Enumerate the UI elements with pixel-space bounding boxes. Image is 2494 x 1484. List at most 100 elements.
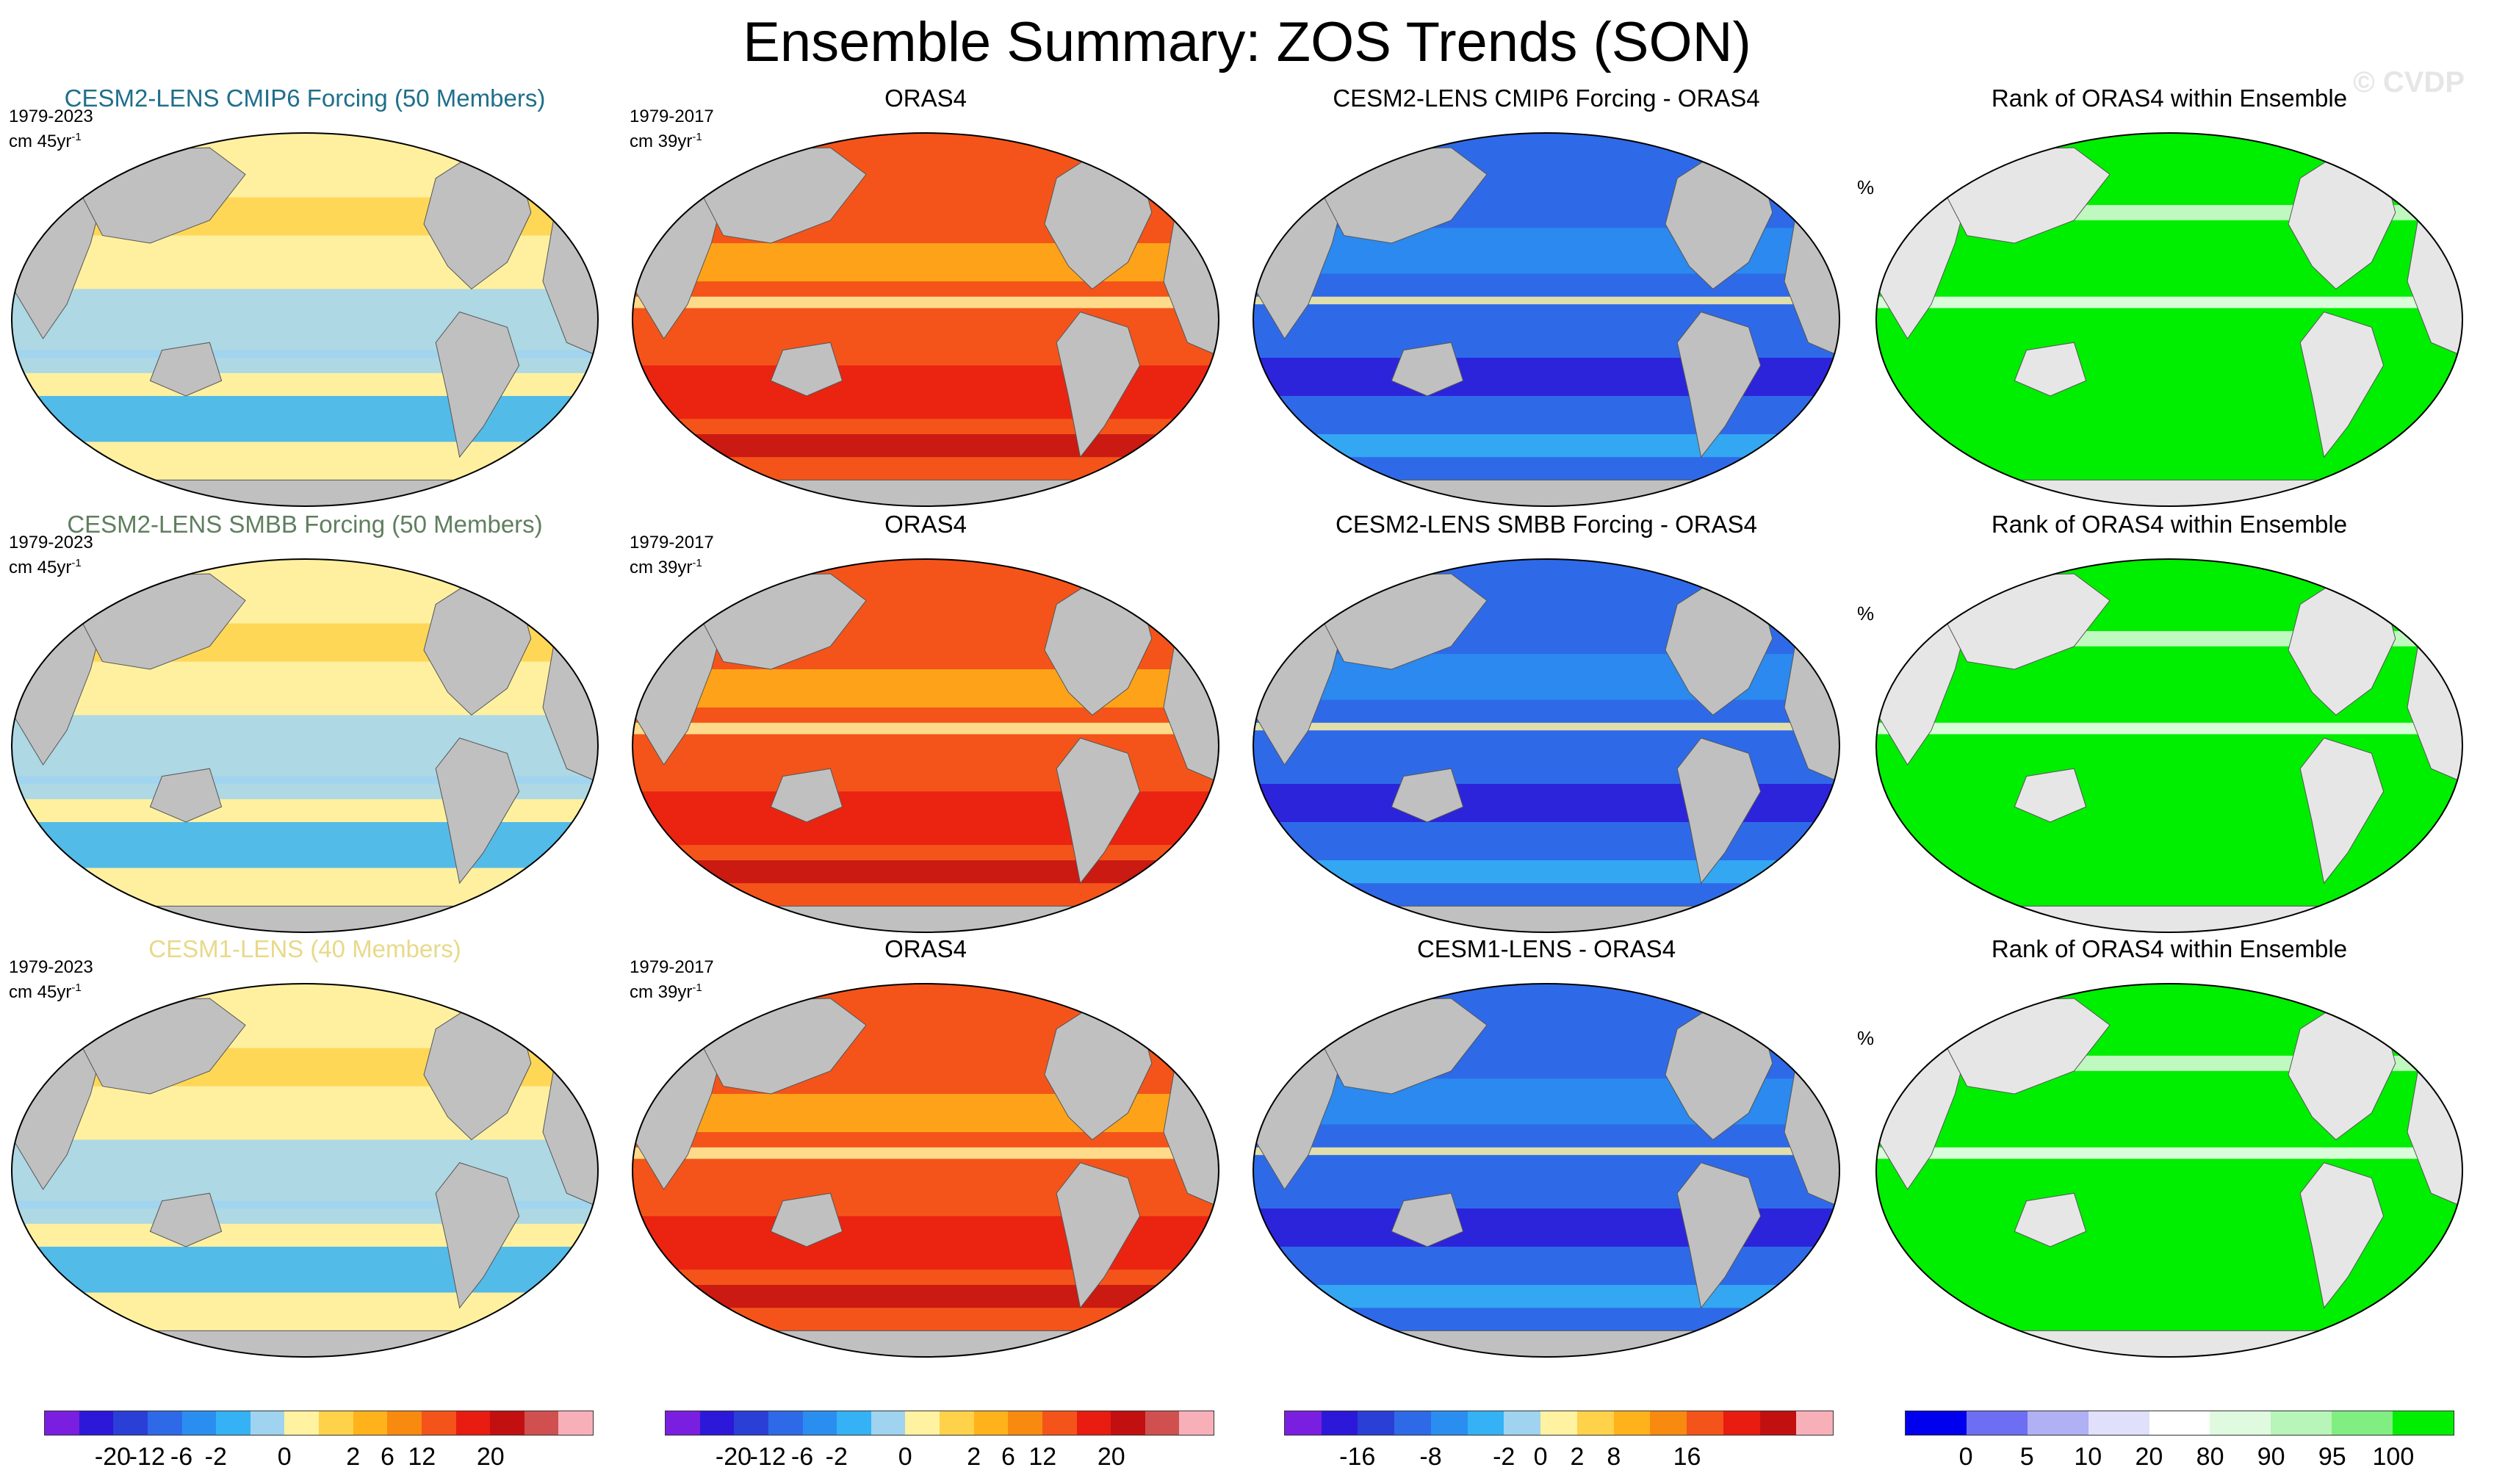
units-text: cm 39yr-1	[630, 553, 714, 578]
trend-colorbar	[665, 1411, 1214, 1436]
colorbar-tick-label: 12	[1028, 1443, 1057, 1471]
obs-field-band	[632, 860, 1219, 884]
colorbar-swatch	[1394, 1411, 1431, 1435]
rank-ocean-field	[1876, 133, 2462, 506]
land-australia	[149, 342, 223, 397]
rank-field-band	[1876, 296, 2462, 309]
colorbar-swatch	[1008, 1411, 1042, 1435]
colorbar-swatch	[1796, 1411, 1834, 1435]
diff-panel-title: CESM2-LENS SMBB Forcing - ORAS4	[1336, 511, 1757, 538]
land-southAmerica	[435, 738, 520, 885]
colorbar-tick-label: 80	[2196, 1443, 2224, 1471]
colorbar-swatch	[250, 1411, 285, 1435]
colorbar-swatch	[319, 1411, 353, 1435]
trend-period-label: 1979-2017 cm 39yr-1	[630, 533, 714, 578]
colorbar-swatch	[455, 1411, 491, 1435]
land-southAmerica	[435, 1162, 520, 1309]
land-australia	[770, 342, 843, 397]
colorbar-swatch	[490, 1411, 525, 1435]
colorbar-swatch	[1540, 1411, 1577, 1435]
trend-colorbar-ticks: -20 -12 -6 -2 0 2 6 12 20	[44, 1443, 594, 1472]
colorbar-swatch	[2393, 1411, 2454, 1435]
units-base: cm 45yr	[9, 132, 72, 151]
obs-field-band	[632, 296, 1219, 309]
land-southAmerica	[2299, 1162, 2385, 1309]
trend-colorbar-ticks: -20 -12 -6 -2 0 2 6 12 20	[665, 1443, 1214, 1472]
colorbar-swatch	[666, 1411, 700, 1435]
diff-colorbar-ticks: -16 -8 -2 0 2 8 16	[1284, 1443, 1834, 1472]
map-outline	[1875, 132, 2463, 507]
land-australia	[770, 768, 843, 823]
colorbar-tick-label: 6	[381, 1443, 394, 1471]
cvdp-watermark: © CVDP	[2353, 66, 2465, 98]
colorbar-swatch	[2149, 1411, 2210, 1435]
colorbar-tick-label: 20	[1097, 1443, 1125, 1471]
figure-title: Ensemble Summary: ZOS Trends (SON)	[743, 11, 1751, 73]
rank-units-label: %	[1857, 176, 1875, 198]
diff-field-band	[1253, 722, 1839, 731]
colorbar-tick-label: -2	[825, 1443, 848, 1471]
colorbar-tick-label: -12	[129, 1443, 165, 1471]
colorbar-swatch	[905, 1411, 940, 1435]
units-text: cm 45yr-1	[9, 127, 93, 152]
colorbar-swatch	[216, 1411, 251, 1435]
period-text: 1979-2023	[9, 533, 93, 552]
colorbar-swatch	[79, 1411, 114, 1435]
colorbar-swatch	[524, 1411, 559, 1435]
colorbar-swatch	[1321, 1411, 1358, 1435]
colorbar-swatch	[558, 1411, 593, 1435]
land-australia	[770, 1192, 843, 1247]
colorbar-swatch	[1650, 1411, 1687, 1435]
trend-colorbar	[44, 1411, 594, 1436]
map-outline	[632, 558, 1219, 933]
map-outline	[11, 558, 599, 933]
land-southAmerica	[1676, 738, 1762, 885]
land-australia	[1391, 768, 1464, 823]
land-australia	[2014, 342, 2087, 397]
colorbar-swatch	[1285, 1411, 1322, 1435]
map-outline	[1875, 558, 2463, 933]
units-exponent: -1	[71, 981, 82, 994]
obs-field-band	[632, 1285, 1219, 1308]
colorbar-swatch	[284, 1411, 319, 1435]
diff-field-band	[1253, 296, 1839, 305]
colorbar-tick-label: 8	[1607, 1443, 1621, 1471]
colorbar-tick-label: -20	[715, 1443, 752, 1471]
colorbar-swatch	[699, 1411, 735, 1435]
colorbar-swatch	[113, 1411, 148, 1435]
colorbar-swatch	[353, 1411, 388, 1435]
obs-panel-title: ORAS4	[884, 935, 967, 962]
colorbar-swatch	[1076, 1411, 1111, 1435]
colorbar-swatch	[1759, 1411, 1797, 1435]
obs-field-band	[632, 722, 1219, 735]
colorbar-swatch	[1687, 1411, 1723, 1435]
colorbar-tick-label: 20	[2135, 1443, 2163, 1471]
rank-map-row-3	[1875, 983, 2463, 1358]
rank-panel-title: Rank of ORAS4 within Ensemble	[1991, 84, 2348, 112]
period-text: 1979-2017	[630, 107, 714, 126]
land-australia	[1391, 342, 1464, 397]
diff-field-band	[1253, 1147, 1839, 1156]
map-outline	[11, 132, 599, 507]
colorbar-tick-label: -2	[204, 1443, 227, 1471]
colorbar-tick-label: -2	[1493, 1443, 1515, 1471]
units-exponent: -1	[71, 131, 82, 143]
colorbar-tick-label: -8	[1419, 1443, 1442, 1471]
land-southAmerica	[1056, 738, 1141, 885]
diff-colorbar	[1284, 1411, 1834, 1436]
units-base: cm 45yr	[9, 558, 72, 577]
colorbar-swatch	[1723, 1411, 1760, 1435]
obs-panel-title: ORAS4	[884, 511, 967, 538]
colorbar-tick-label: 12	[408, 1443, 436, 1471]
colorbar-swatch	[2088, 1411, 2149, 1435]
rank-units-label: %	[1857, 602, 1875, 624]
units-exponent: -1	[692, 131, 702, 143]
land-australia	[2014, 1192, 2087, 1247]
map-outline	[1875, 983, 2463, 1358]
colorbar-swatch	[2332, 1411, 2393, 1435]
units-exponent: -1	[692, 981, 702, 994]
colorbar-swatch	[1358, 1411, 1395, 1435]
colorbar-swatch	[2210, 1411, 2271, 1435]
colorbar-tick-label: 0	[898, 1443, 912, 1471]
colorbar-swatch	[1576, 1411, 1614, 1435]
